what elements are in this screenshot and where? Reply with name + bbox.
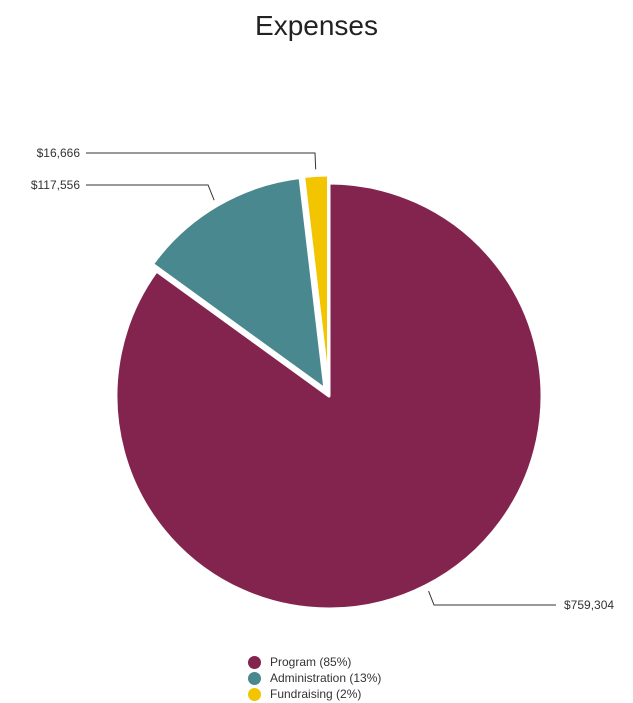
legend-item-administration[interactable]: Administration (13%) — [248, 670, 381, 686]
pie-slice-administration[interactable] — [150, 176, 327, 391]
legend-label-administration: Administration (13%) — [270, 671, 382, 685]
legend-label-fundraising: Fundraising (2%) — [270, 687, 362, 701]
pie-chart: $759,304 $117,556 $16,666 — [31, 146, 615, 612]
value-label-fundraising: $16,666 — [37, 146, 81, 160]
value-label-program: $759,304 — [564, 598, 614, 612]
pie-slice-program[interactable] — [114, 181, 544, 611]
legend-marker-fundraising — [248, 687, 261, 701]
legend-marker-program — [248, 655, 261, 669]
chart-title: Expenses — [255, 10, 378, 41]
legend-label-program: Program (85%) — [270, 655, 352, 669]
leader-line-administration — [86, 184, 215, 201]
legend-item-program[interactable]: Program (85%) — [248, 654, 381, 670]
value-label-administration: $117,556 — [31, 178, 80, 192]
leader-line-program — [428, 590, 556, 606]
legend-item-fundraising[interactable]: Fundraising (2%) — [248, 686, 381, 702]
pie-slice-fundraising[interactable] — [302, 173, 331, 390]
legend-marker-administration — [248, 671, 261, 685]
legend: Program (85%) Administration (13%) Fundr… — [248, 654, 381, 702]
leader-line-fundraising — [86, 152, 317, 170]
